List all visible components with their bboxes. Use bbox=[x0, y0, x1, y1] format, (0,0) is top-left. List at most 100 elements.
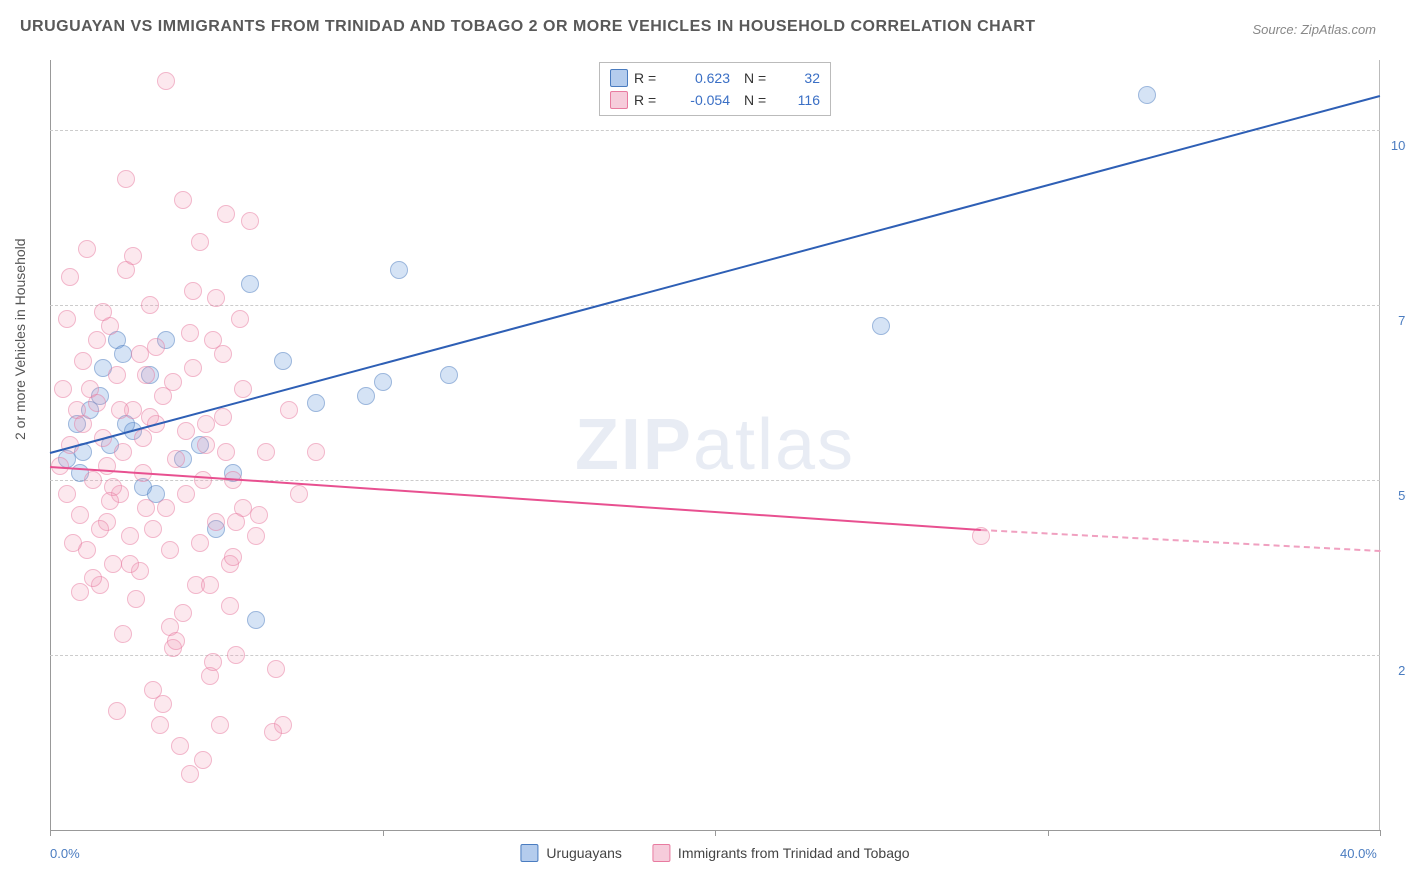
scatter-point bbox=[290, 485, 308, 503]
scatter-point bbox=[74, 352, 92, 370]
scatter-point bbox=[227, 646, 245, 664]
x-tick bbox=[1380, 830, 1381, 836]
legend-item-2: Immigrants from Trinidad and Tobago bbox=[652, 844, 910, 862]
scatter-point bbox=[250, 506, 268, 524]
scatter-point bbox=[114, 345, 132, 363]
scatter-point bbox=[137, 366, 155, 384]
scatter-point bbox=[58, 310, 76, 328]
grid-line-y bbox=[50, 130, 1380, 131]
scatter-point bbox=[127, 590, 145, 608]
legend-label-2: Immigrants from Trinidad and Tobago bbox=[678, 845, 910, 861]
scatter-point bbox=[307, 394, 325, 412]
scatter-point bbox=[54, 380, 72, 398]
scatter-point bbox=[114, 625, 132, 643]
r-value-2: -0.054 bbox=[670, 92, 730, 108]
scatter-point bbox=[374, 373, 392, 391]
scatter-point bbox=[181, 765, 199, 783]
scatter-point bbox=[221, 597, 239, 615]
scatter-point bbox=[201, 576, 219, 594]
chart-title: URUGUAYAN VS IMMIGRANTS FROM TRINIDAD AN… bbox=[20, 18, 1036, 36]
scatter-point bbox=[108, 702, 126, 720]
x-tick bbox=[383, 830, 384, 836]
scatter-point bbox=[217, 443, 235, 461]
scatter-point bbox=[177, 485, 195, 503]
scatter-point bbox=[207, 513, 225, 531]
legend-row-2: R = -0.054 N = 116 bbox=[610, 89, 820, 111]
scatter-point bbox=[177, 422, 195, 440]
legend-swatch-pink-bottom bbox=[652, 844, 670, 862]
scatter-point bbox=[1138, 86, 1156, 104]
scatter-point bbox=[64, 534, 82, 552]
chart-container: URUGUAYAN VS IMMIGRANTS FROM TRINIDAD AN… bbox=[0, 0, 1406, 892]
scatter-point bbox=[58, 485, 76, 503]
y-axis-label: 2 or more Vehicles in Household bbox=[12, 238, 28, 440]
y-tick-label: 50.0% bbox=[1398, 488, 1406, 503]
grid-line-y bbox=[50, 305, 1380, 306]
y-tick-label: 100.0% bbox=[1391, 138, 1406, 153]
y-tick-label: 25.0% bbox=[1398, 663, 1406, 678]
scatter-point bbox=[194, 471, 212, 489]
scatter-point bbox=[91, 520, 109, 538]
scatter-point bbox=[141, 296, 159, 314]
scatter-point bbox=[214, 345, 232, 363]
scatter-point bbox=[267, 660, 285, 678]
scatter-point bbox=[214, 408, 232, 426]
legend-series: Uruguayans Immigrants from Trinidad and … bbox=[520, 844, 909, 862]
scatter-point bbox=[247, 527, 265, 545]
scatter-point bbox=[101, 492, 119, 510]
y-tick-label: 75.0% bbox=[1398, 313, 1406, 328]
scatter-point bbox=[94, 303, 112, 321]
scatter-point bbox=[357, 387, 375, 405]
n-value-2: 116 bbox=[780, 92, 820, 108]
scatter-point bbox=[231, 310, 249, 328]
scatter-point bbox=[151, 716, 169, 734]
legend-label-1: Uruguayans bbox=[546, 845, 622, 861]
scatter-point bbox=[241, 212, 259, 230]
scatter-point bbox=[872, 317, 890, 335]
legend-correlation: R = 0.623 N = 32 R = -0.054 N = 116 bbox=[599, 62, 831, 116]
scatter-point bbox=[194, 751, 212, 769]
scatter-point bbox=[174, 191, 192, 209]
scatter-point bbox=[78, 240, 96, 258]
scatter-point bbox=[184, 282, 202, 300]
scatter-point bbox=[280, 401, 298, 419]
scatter-point bbox=[274, 352, 292, 370]
scatter-point bbox=[247, 611, 265, 629]
scatter-point bbox=[131, 345, 149, 363]
scatter-point bbox=[137, 499, 155, 517]
scatter-point bbox=[84, 569, 102, 587]
scatter-point bbox=[117, 170, 135, 188]
scatter-point bbox=[234, 380, 252, 398]
scatter-point bbox=[147, 338, 165, 356]
scatter-point bbox=[171, 737, 189, 755]
scatter-point bbox=[71, 583, 89, 601]
x-tick-label: 40.0% bbox=[1340, 846, 1377, 861]
scatter-point bbox=[264, 723, 282, 741]
scatter-point bbox=[84, 471, 102, 489]
y-axis bbox=[50, 60, 51, 830]
scatter-point bbox=[167, 450, 185, 468]
x-tick-label: 0.0% bbox=[50, 846, 80, 861]
scatter-point bbox=[174, 604, 192, 622]
scatter-point bbox=[157, 499, 175, 517]
scatter-point bbox=[161, 541, 179, 559]
scatter-point bbox=[121, 555, 139, 573]
grid-line-y bbox=[50, 655, 1380, 656]
scatter-point bbox=[157, 72, 175, 90]
legend-item-1: Uruguayans bbox=[520, 844, 622, 862]
legend-swatch-blue-bottom bbox=[520, 844, 538, 862]
source-attribution: Source: ZipAtlas.com bbox=[1252, 22, 1376, 37]
scatter-point bbox=[204, 653, 222, 671]
x-tick bbox=[50, 830, 51, 836]
scatter-point bbox=[154, 695, 172, 713]
scatter-point bbox=[211, 716, 229, 734]
scatter-point bbox=[241, 275, 259, 293]
scatter-point bbox=[197, 436, 215, 454]
scatter-point bbox=[114, 443, 132, 461]
scatter-point bbox=[104, 555, 122, 573]
watermark: ZIPatlas bbox=[575, 404, 855, 486]
legend-swatch-pink bbox=[610, 91, 628, 109]
scatter-point bbox=[61, 268, 79, 286]
scatter-point bbox=[88, 331, 106, 349]
legend-swatch-blue bbox=[610, 69, 628, 87]
